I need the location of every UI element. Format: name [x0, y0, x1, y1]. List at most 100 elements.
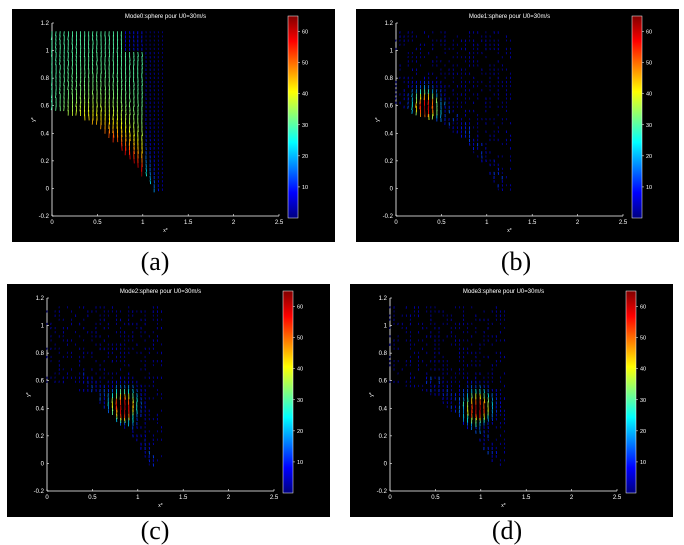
vector-arrow — [132, 401, 134, 408]
colorbar-tick-label: 10 — [297, 460, 303, 466]
quiver-plot-d: Mode3:sphere pour U0=30m/s 0 0.5 1 1.5 2 2.5 -0… — [369, 289, 646, 509]
colorbar-tick-label: 60 — [640, 305, 646, 311]
vector-field — [389, 306, 506, 466]
x-tick-label: 2.5 — [275, 220, 284, 226]
x-tick-label: 1.5 — [528, 220, 537, 226]
chart-panel-d: Mode3:sphere pour U0=30m/s 0 0.5 1 1.5 2 2.5 -0… — [350, 284, 673, 517]
x-tick-label: 1 — [141, 220, 145, 226]
x-tick-label: 1 — [479, 495, 483, 501]
colorbar-tick-label: 20 — [297, 429, 303, 435]
vector-arrow — [137, 51, 139, 57]
vector-arrow — [427, 89, 430, 94]
vector-arrow — [479, 397, 481, 405]
colorbar-tick-label: 10 — [640, 460, 646, 466]
vector-arrow — [124, 393, 126, 400]
y-tick-label: -0.2 — [39, 214, 50, 220]
x-tick-label: 1.5 — [184, 220, 193, 226]
caption-d: (d) — [491, 516, 523, 545]
x-axis-label: x* — [501, 503, 506, 509]
vector-field — [46, 306, 163, 467]
y-tick-label: 0.6 — [36, 379, 45, 385]
vector-arrow — [63, 31, 65, 37]
y-tick-label: 1.2 — [36, 296, 45, 302]
y-tick-label: 0.6 — [41, 104, 50, 110]
y-tick-label: -0.2 — [34, 489, 45, 495]
colorbar-tick-label: 20 — [640, 429, 646, 435]
vector-arrow — [55, 43, 57, 49]
x-tick-label: 2 — [232, 220, 236, 226]
x-tick-label: 1 — [136, 495, 140, 501]
chart-panel-b: Mode1:sphere pour U0=30m/s 0 0.5 1 1.5 2 2.5 -0… — [356, 9, 679, 242]
colorbar-tick-label: 10 — [302, 185, 308, 191]
x-tick-label: 0 — [45, 495, 49, 501]
colorbar-tick-label: 40 — [646, 92, 652, 98]
y-tick-label: 0 — [384, 461, 388, 467]
x-axis-label: x* — [163, 228, 168, 234]
y-tick-label: 0.8 — [36, 351, 45, 357]
colorbar-tick-label: 50 — [297, 336, 303, 342]
vector-arrow — [487, 393, 490, 398]
y-tick-label: 0.6 — [385, 104, 394, 110]
caption-c: (c) — [140, 516, 170, 545]
colorbar-tick-label: 40 — [297, 367, 303, 373]
vector-arrow — [129, 134, 131, 142]
colorbar-tick-label: 30 — [646, 123, 652, 129]
y-tick-label: 1 — [46, 49, 50, 55]
vector-arrow — [112, 130, 115, 138]
y-tick-label: 0.2 — [385, 159, 394, 165]
x-tick-label: 0 — [50, 220, 54, 226]
y-tick-label: 0.4 — [385, 131, 394, 137]
vector-arrow — [411, 93, 413, 98]
colorbar-tick-label: 60 — [302, 30, 308, 36]
y-tick-label: 0 — [41, 461, 45, 467]
vector-arrow — [479, 393, 481, 400]
vector-arrow — [411, 105, 413, 111]
colorbar-tick-label: 50 — [302, 61, 308, 67]
quiver-plot-b: Mode1:sphere pour U0=30m/s 0 0.5 1 1.5 2 2.5 -0… — [375, 14, 652, 234]
x-tick-label: 1.5 — [179, 495, 188, 501]
colorbar-tick-label: 30 — [297, 398, 303, 404]
colorbar-tick-label: 50 — [640, 336, 646, 342]
vector-field — [50, 31, 164, 193]
colorbar — [625, 290, 637, 494]
vector-arrow — [491, 397, 494, 401]
y-tick-label: 1 — [384, 324, 388, 330]
colorbar-tick-label: 20 — [302, 154, 308, 160]
vector-arrow — [71, 76, 73, 82]
x-tick-label: 2 — [227, 495, 231, 501]
y-tick-label: 0.4 — [379, 406, 388, 412]
vector-arrow — [145, 167, 147, 172]
y-tick-label: 0.6 — [379, 379, 388, 385]
x-tick-label: 0.5 — [437, 220, 446, 226]
chart-title: Mode3:sphere pour U0=30m/s — [463, 289, 544, 295]
vector-arrow — [427, 101, 430, 111]
y-tick-label: -0.2 — [377, 489, 388, 495]
x-tick-label: 2.5 — [613, 495, 622, 501]
y-tick-label: -0.2 — [383, 214, 394, 220]
colorbar-tick-label: 30 — [302, 123, 308, 129]
x-tick-label: 0.5 — [88, 495, 97, 501]
x-axis-label: x* — [507, 228, 512, 234]
caption-a: (a) — [140, 247, 170, 276]
y-tick-label: 1 — [41, 324, 45, 330]
vector-arrow — [141, 51, 143, 57]
x-tick-label: 1.5 — [522, 495, 531, 501]
quiver-plot-a: Mode0:sphere pour U0=30m/s 0 0.5 1 1.5 2 2.5 -0… — [31, 14, 308, 234]
vector-arrow — [121, 105, 123, 112]
colorbar-tick-label: 50 — [646, 61, 652, 67]
vector-arrow — [67, 68, 69, 74]
vector-arrow — [133, 134, 135, 141]
colorbar-tick-label: 60 — [646, 30, 652, 36]
chart-panel-a: Mode0:sphere pour U0=30m/s 0 0.5 1 1.5 2 2.5 -0… — [12, 9, 335, 242]
vector-field — [395, 31, 512, 191]
vector-arrow — [79, 105, 81, 112]
vector-arrow — [435, 97, 438, 103]
x-axis-label: x* — [158, 503, 163, 509]
y-tick-label: 0 — [46, 186, 50, 192]
colorbar — [282, 290, 294, 494]
x-tick-label: 2.5 — [619, 220, 628, 226]
y-tick-label: 1.2 — [385, 21, 394, 27]
y-axis-label: y* — [26, 392, 32, 397]
colorbar-tick-label: 20 — [646, 154, 652, 160]
colorbar — [287, 15, 299, 219]
